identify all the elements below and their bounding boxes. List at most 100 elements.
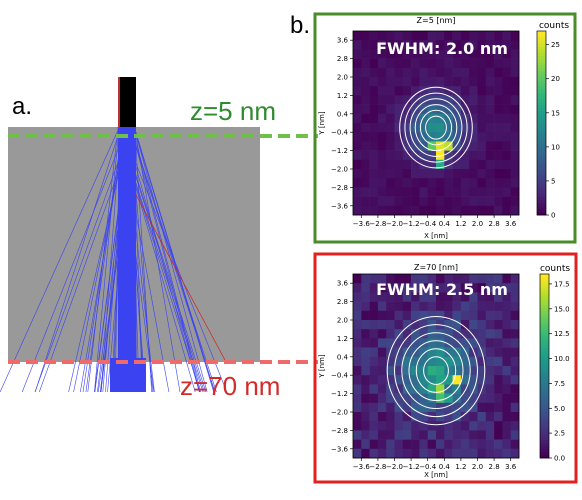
heatmap-cell <box>486 384 495 394</box>
heatmap-cell <box>403 68 412 78</box>
heatmap-cell <box>378 59 387 69</box>
colorbar-tick-label: 7.5 <box>554 380 565 388</box>
colorbar-step <box>540 360 549 363</box>
heatmap-cell <box>353 394 362 404</box>
heatmap-cell <box>395 59 404 69</box>
heatmap-cell <box>486 160 495 170</box>
heatmap-cell <box>378 187 387 197</box>
colorbar-step <box>537 184 546 187</box>
heatmap-cell <box>511 440 520 450</box>
heatmap-cell <box>461 430 470 440</box>
colorbar-step <box>537 160 546 163</box>
y-tick-label: 3.6 <box>337 37 349 45</box>
heatmap-cell <box>395 384 404 394</box>
heatmap-cell <box>386 440 395 450</box>
heatmap-cell <box>395 329 404 339</box>
colorbar-step <box>540 354 549 357</box>
y-tick-label: −0.4 <box>331 372 349 380</box>
y-tick-label: −0.4 <box>331 129 349 137</box>
colorbar-tick-label: 5.0 <box>554 405 565 413</box>
heatmap-cell <box>478 169 487 179</box>
heatmap-cell <box>386 123 395 133</box>
heatmap-cell <box>486 187 495 197</box>
heatmap-cell <box>419 68 428 78</box>
heatmap-cell <box>378 132 387 142</box>
heatmap-cell <box>403 86 412 96</box>
heatmap-cell <box>494 329 503 339</box>
heatmap-cell <box>370 68 379 78</box>
heatmap-cell <box>511 421 520 431</box>
heatmap-cell <box>370 440 379 450</box>
heatmap-cell <box>453 311 462 321</box>
heatmap-cell <box>494 95 503 105</box>
colorbar-step <box>540 274 549 277</box>
heatmap-cell <box>353 68 362 78</box>
heatmap-cell <box>444 430 453 440</box>
heatmap-cell <box>502 421 511 431</box>
heatmap-cell <box>461 178 470 188</box>
heatmap-cell <box>469 348 478 358</box>
y-tick-label: −2.0 <box>331 166 348 174</box>
heatmap-cell <box>370 302 379 312</box>
y-tick-label: −1.2 <box>331 147 348 155</box>
heatmap-cell <box>403 178 412 188</box>
heatmap-cell <box>502 151 511 161</box>
heatmap-cell <box>469 403 478 413</box>
heatmap-cell <box>378 206 387 216</box>
colorbar-step <box>540 452 549 455</box>
heatmap-cell <box>386 302 395 312</box>
colorbar-step <box>540 446 549 449</box>
heatmap-cell <box>494 430 503 440</box>
heatmap-cell <box>395 430 404 440</box>
probe-tip-edge <box>118 77 120 127</box>
heatmap-cell <box>386 141 395 151</box>
heatmap-cell <box>494 348 503 358</box>
heatmap-cell <box>478 206 487 216</box>
colorbar-step <box>540 430 549 433</box>
x-tick-label: −2.8 <box>369 463 386 471</box>
colorbar-step <box>540 403 549 406</box>
heatmap-cell <box>370 123 379 133</box>
heatmap-cell <box>353 160 362 170</box>
x-tick-label: 3.6 <box>505 220 517 228</box>
heatmap-cell <box>370 169 379 179</box>
heatmap-cell <box>353 40 362 50</box>
y-tick-label: −2.8 <box>331 427 348 435</box>
heatmap-cell <box>469 95 478 105</box>
colorbar-step <box>537 86 546 89</box>
heatmap-cell <box>478 320 487 330</box>
heatmap-cell <box>436 421 445 431</box>
heatmap-cell <box>436 338 445 348</box>
heatmap-cell <box>502 206 511 216</box>
heatmap-1-fwhm: FWHM: 2.0 nm <box>376 39 508 58</box>
colorbar-tick-label: 10.0 <box>554 355 570 363</box>
heatmap-cell <box>436 68 445 78</box>
y-tick-label: 2.0 <box>337 74 348 82</box>
heatmap-cell <box>478 68 487 78</box>
heatmap-cell <box>436 440 445 450</box>
heatmap-cell <box>511 40 520 50</box>
heatmap-2-colorbar-label: counts <box>540 264 570 274</box>
panel-b-label: b. <box>290 12 310 39</box>
heatmap-cell <box>411 440 420 450</box>
heatmap-cell <box>511 160 520 170</box>
colorbar-step <box>537 154 546 157</box>
colorbar-step <box>537 105 546 108</box>
heatmap-cell <box>378 151 387 161</box>
heatmap-cell <box>370 384 379 394</box>
heatmap-cell <box>428 394 437 404</box>
colorbar-step <box>540 357 549 360</box>
colorbar-step <box>537 144 546 147</box>
heatmap-cell <box>370 320 379 330</box>
heatmap-cell <box>403 77 412 87</box>
colorbar-step <box>537 65 546 68</box>
heatmap-cell <box>403 440 412 450</box>
heatmap-cell <box>461 421 470 431</box>
heatmap-cell <box>361 412 370 422</box>
heatmap-cell <box>461 302 470 312</box>
heatmap-cell <box>353 430 362 440</box>
heatmap-cell <box>361 311 370 321</box>
heatmap-cell <box>370 59 379 69</box>
